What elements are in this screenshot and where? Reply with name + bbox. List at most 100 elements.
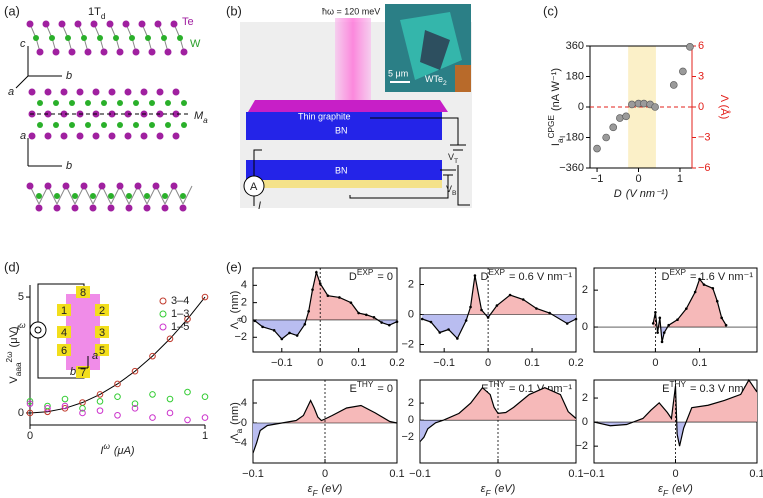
y-axis-label-part: aaa <box>14 362 23 376</box>
w-atom <box>165 122 171 128</box>
y-axis-label: Λa (nm) <box>229 402 244 441</box>
point <box>464 319 468 322</box>
series-line <box>593 378 758 447</box>
w-atom <box>180 193 186 199</box>
point <box>686 43 694 51</box>
w-atom <box>97 35 103 41</box>
w-atom <box>37 100 43 106</box>
x-axis-label: D (V nm⁻¹) <box>614 188 669 200</box>
x-tick-label: 1 <box>202 430 208 442</box>
panel-label: (a) <box>4 3 20 18</box>
point <box>693 290 697 294</box>
bottom-bn <box>246 160 442 180</box>
point <box>79 409 86 417</box>
point <box>280 337 284 341</box>
annotation: ETHY = 0 <box>350 380 393 395</box>
te-atom <box>161 204 169 212</box>
chart: −2 0 2 −0.1 0 0.1 εF (eV) ETHY = 0.3 V nm⁻¹ <box>575 378 763 498</box>
series-line <box>254 270 398 340</box>
w-atom <box>85 122 91 128</box>
te-atom <box>140 132 148 140</box>
y-axis-label: IaCPGE (nA W⁻¹) <box>547 68 565 146</box>
y-tick-label: 2 <box>582 392 588 404</box>
point <box>388 323 391 327</box>
pad-label: 2 <box>99 305 105 317</box>
point <box>201 293 209 301</box>
te-atom <box>68 48 76 56</box>
point <box>184 416 191 424</box>
x-tick-label: 0 <box>322 468 328 480</box>
legend-marker <box>159 297 167 305</box>
annotation: DEXP = 0.6 V nm⁻¹ <box>481 268 573 283</box>
wire <box>370 117 459 145</box>
te-atom <box>26 182 34 190</box>
x-axis-label-part: F <box>486 489 492 498</box>
point <box>96 407 104 414</box>
vt-main: V <box>448 152 454 162</box>
w-atom <box>33 35 39 41</box>
te-atom <box>71 204 79 212</box>
series-line <box>252 399 398 454</box>
point <box>326 294 330 298</box>
axis-b: b <box>70 366 76 378</box>
x-axis-label-part: ε <box>308 483 313 495</box>
w-atom <box>117 100 123 106</box>
pad-label: 7 <box>80 367 86 379</box>
pad-label: 1 <box>61 305 67 317</box>
w-atom <box>81 35 87 41</box>
te-atom <box>44 182 52 190</box>
annotation-part: E <box>481 383 488 395</box>
legend-label: 1–3 <box>171 308 189 320</box>
axis-b: b <box>66 70 72 82</box>
w-atom <box>149 122 155 128</box>
point <box>114 411 121 419</box>
point <box>357 311 360 315</box>
te-atom <box>143 204 151 212</box>
bottom-gate <box>246 180 442 188</box>
w-atom <box>133 100 139 106</box>
y2-tick-label: 0 <box>698 101 704 113</box>
point <box>616 114 624 122</box>
wire <box>457 165 470 206</box>
point <box>711 287 715 290</box>
point <box>261 325 264 329</box>
x-tick-label: 0.1 <box>524 357 539 369</box>
annotation-part: = 0 <box>377 271 393 283</box>
x-axis-label: εF (eV) <box>308 483 343 498</box>
x-tick-label: −1 <box>591 173 604 185</box>
y-axis-label-part: 2ω <box>5 351 14 363</box>
y-axis-label-part: a <box>556 138 565 143</box>
w-atom <box>129 35 135 41</box>
w-atom <box>117 122 123 128</box>
te-atom <box>107 204 115 212</box>
te-atom <box>36 48 44 56</box>
y-tick-label: −2 <box>401 338 414 350</box>
flake-dark <box>420 30 450 70</box>
x-axis-label-part: (V nm⁻¹) <box>626 188 669 200</box>
te-atom <box>98 182 106 190</box>
y-tick-label: 180 <box>566 70 584 82</box>
y-tick-label: 0 <box>241 314 247 326</box>
te-atom <box>124 88 132 96</box>
w-atom <box>144 193 150 199</box>
point <box>26 409 34 417</box>
current-label: I <box>258 200 261 212</box>
w-atom <box>162 193 168 199</box>
te-atom <box>154 20 162 28</box>
sample-main: WTe <box>425 74 443 84</box>
te-atom <box>35 204 43 212</box>
point <box>96 391 104 398</box>
y-tick-label: 0 <box>241 417 247 429</box>
point <box>715 299 719 303</box>
point <box>508 293 512 297</box>
point <box>676 318 679 321</box>
te-atom <box>60 88 68 96</box>
point <box>469 305 472 309</box>
annotation-part: E <box>350 383 357 395</box>
pad-label: 8 <box>80 287 86 299</box>
te-atom <box>60 110 68 118</box>
x-tick-label: 0.2 <box>389 357 404 369</box>
ammeter-label: A <box>250 181 258 193</box>
te-atom <box>164 48 172 56</box>
pad <box>57 344 71 356</box>
